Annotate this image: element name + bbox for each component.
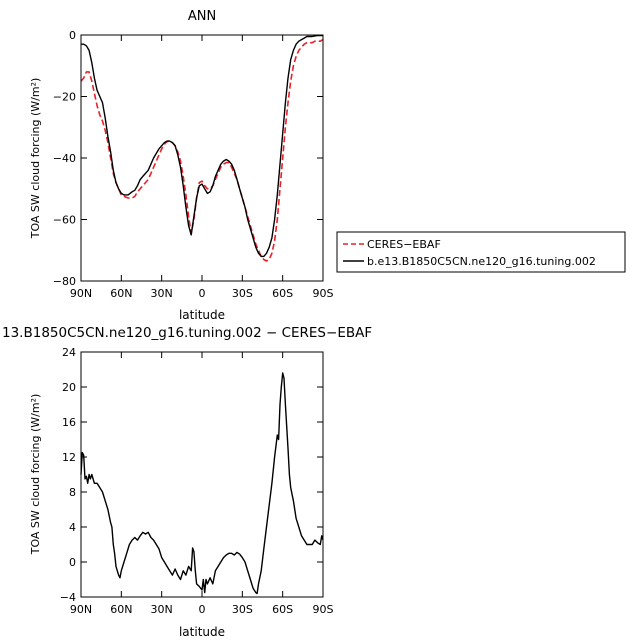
bottom-chart-title: 13.B1850C5CN.ne120_g16.tuning.002 − CERE…: [2, 325, 372, 341]
bot-x-tick-label: 60N: [110, 603, 132, 616]
top-x-tick-label: 90S: [313, 287, 334, 300]
top-y-ticks: 0 −20 −40 −60 −80: [53, 29, 323, 288]
top-y-axis-label: TOA SW cloud forcing (W/m²): [29, 78, 42, 240]
legend-label-ceres: CERES−EBAF: [367, 238, 441, 251]
bottom-series-lines: [80, 372, 324, 595]
bot-y-tick-label: 12: [62, 451, 76, 464]
legend-box: [336, 231, 626, 273]
top-x-tick-label: 30N: [151, 287, 173, 300]
bot-x-tick-label: 60S: [272, 603, 293, 616]
legend-label-model: b.e13.B1850C5CN.ne120_g16.tuning.002: [367, 255, 596, 268]
top-x-tick-label: 30S: [232, 287, 253, 300]
top-x-tick-label: 0: [199, 287, 206, 300]
bot-series-line-0: [80, 372, 324, 595]
bot-y-tick-label: 24: [62, 346, 76, 359]
top-x-tick-label: 60S: [272, 287, 293, 300]
top-panel: ANN 0 −20 −40 −60 −80 90N 60N 30N 0 30S 60S 90S la…: [29, 9, 334, 322]
bot-y-tick-label: −4: [60, 591, 76, 604]
bot-x-tick-label: 30N: [151, 603, 173, 616]
bot-y-tick-label: 20: [62, 381, 76, 394]
bot-x-tick-label: 90N: [70, 603, 92, 616]
top-y-tick-label: −80: [53, 275, 76, 288]
bot-x-tick-label: 0: [199, 603, 206, 616]
top-y-tick-label: −20: [53, 91, 76, 104]
top-x-tick-label: 60N: [110, 287, 132, 300]
bottom-plot-frame: [80, 351, 324, 598]
top-series-line-1: [81, 34, 323, 258]
bot-y-tick-label: 8: [69, 486, 76, 499]
top-series-lines: [80, 34, 324, 262]
bot-y-tick-label: 4: [69, 521, 76, 534]
bot-x-tick-label: 30S: [232, 603, 253, 616]
top-x-ticks: 90N 60N 30N 0 30S 60S 90S: [70, 35, 334, 300]
legend: CERES−EBAF b.e13.B1850C5CN.ne120_g16.tun…: [336, 231, 626, 273]
top-x-tick-label: 90N: [70, 287, 92, 300]
top-x-axis-label: latitude: [179, 308, 225, 322]
top-series-line-0: [80, 38, 324, 262]
top-chart-title: ANN: [188, 9, 216, 24]
bot-x-tick-label: 90S: [313, 603, 334, 616]
bot-y-tick-label: 16: [62, 416, 76, 429]
bottom-y-axis-label: TOA SW cloud forcing (W/m²): [29, 394, 42, 556]
bottom-x-axis-label: latitude: [179, 625, 225, 639]
top-y-tick-label: −40: [53, 152, 76, 165]
top-y-tick-label: −60: [53, 214, 76, 227]
bottom-x-ticks: 90N 60N 30N 0 30S 60S 90S: [70, 352, 334, 616]
top-plot-frame: [80, 34, 324, 282]
bot-y-tick-label: 0: [69, 556, 76, 569]
top-y-tick-label: 0: [69, 29, 76, 42]
bottom-panel: 13.B1850C5CN.ne120_g16.tuning.002 − CERE…: [2, 325, 372, 639]
